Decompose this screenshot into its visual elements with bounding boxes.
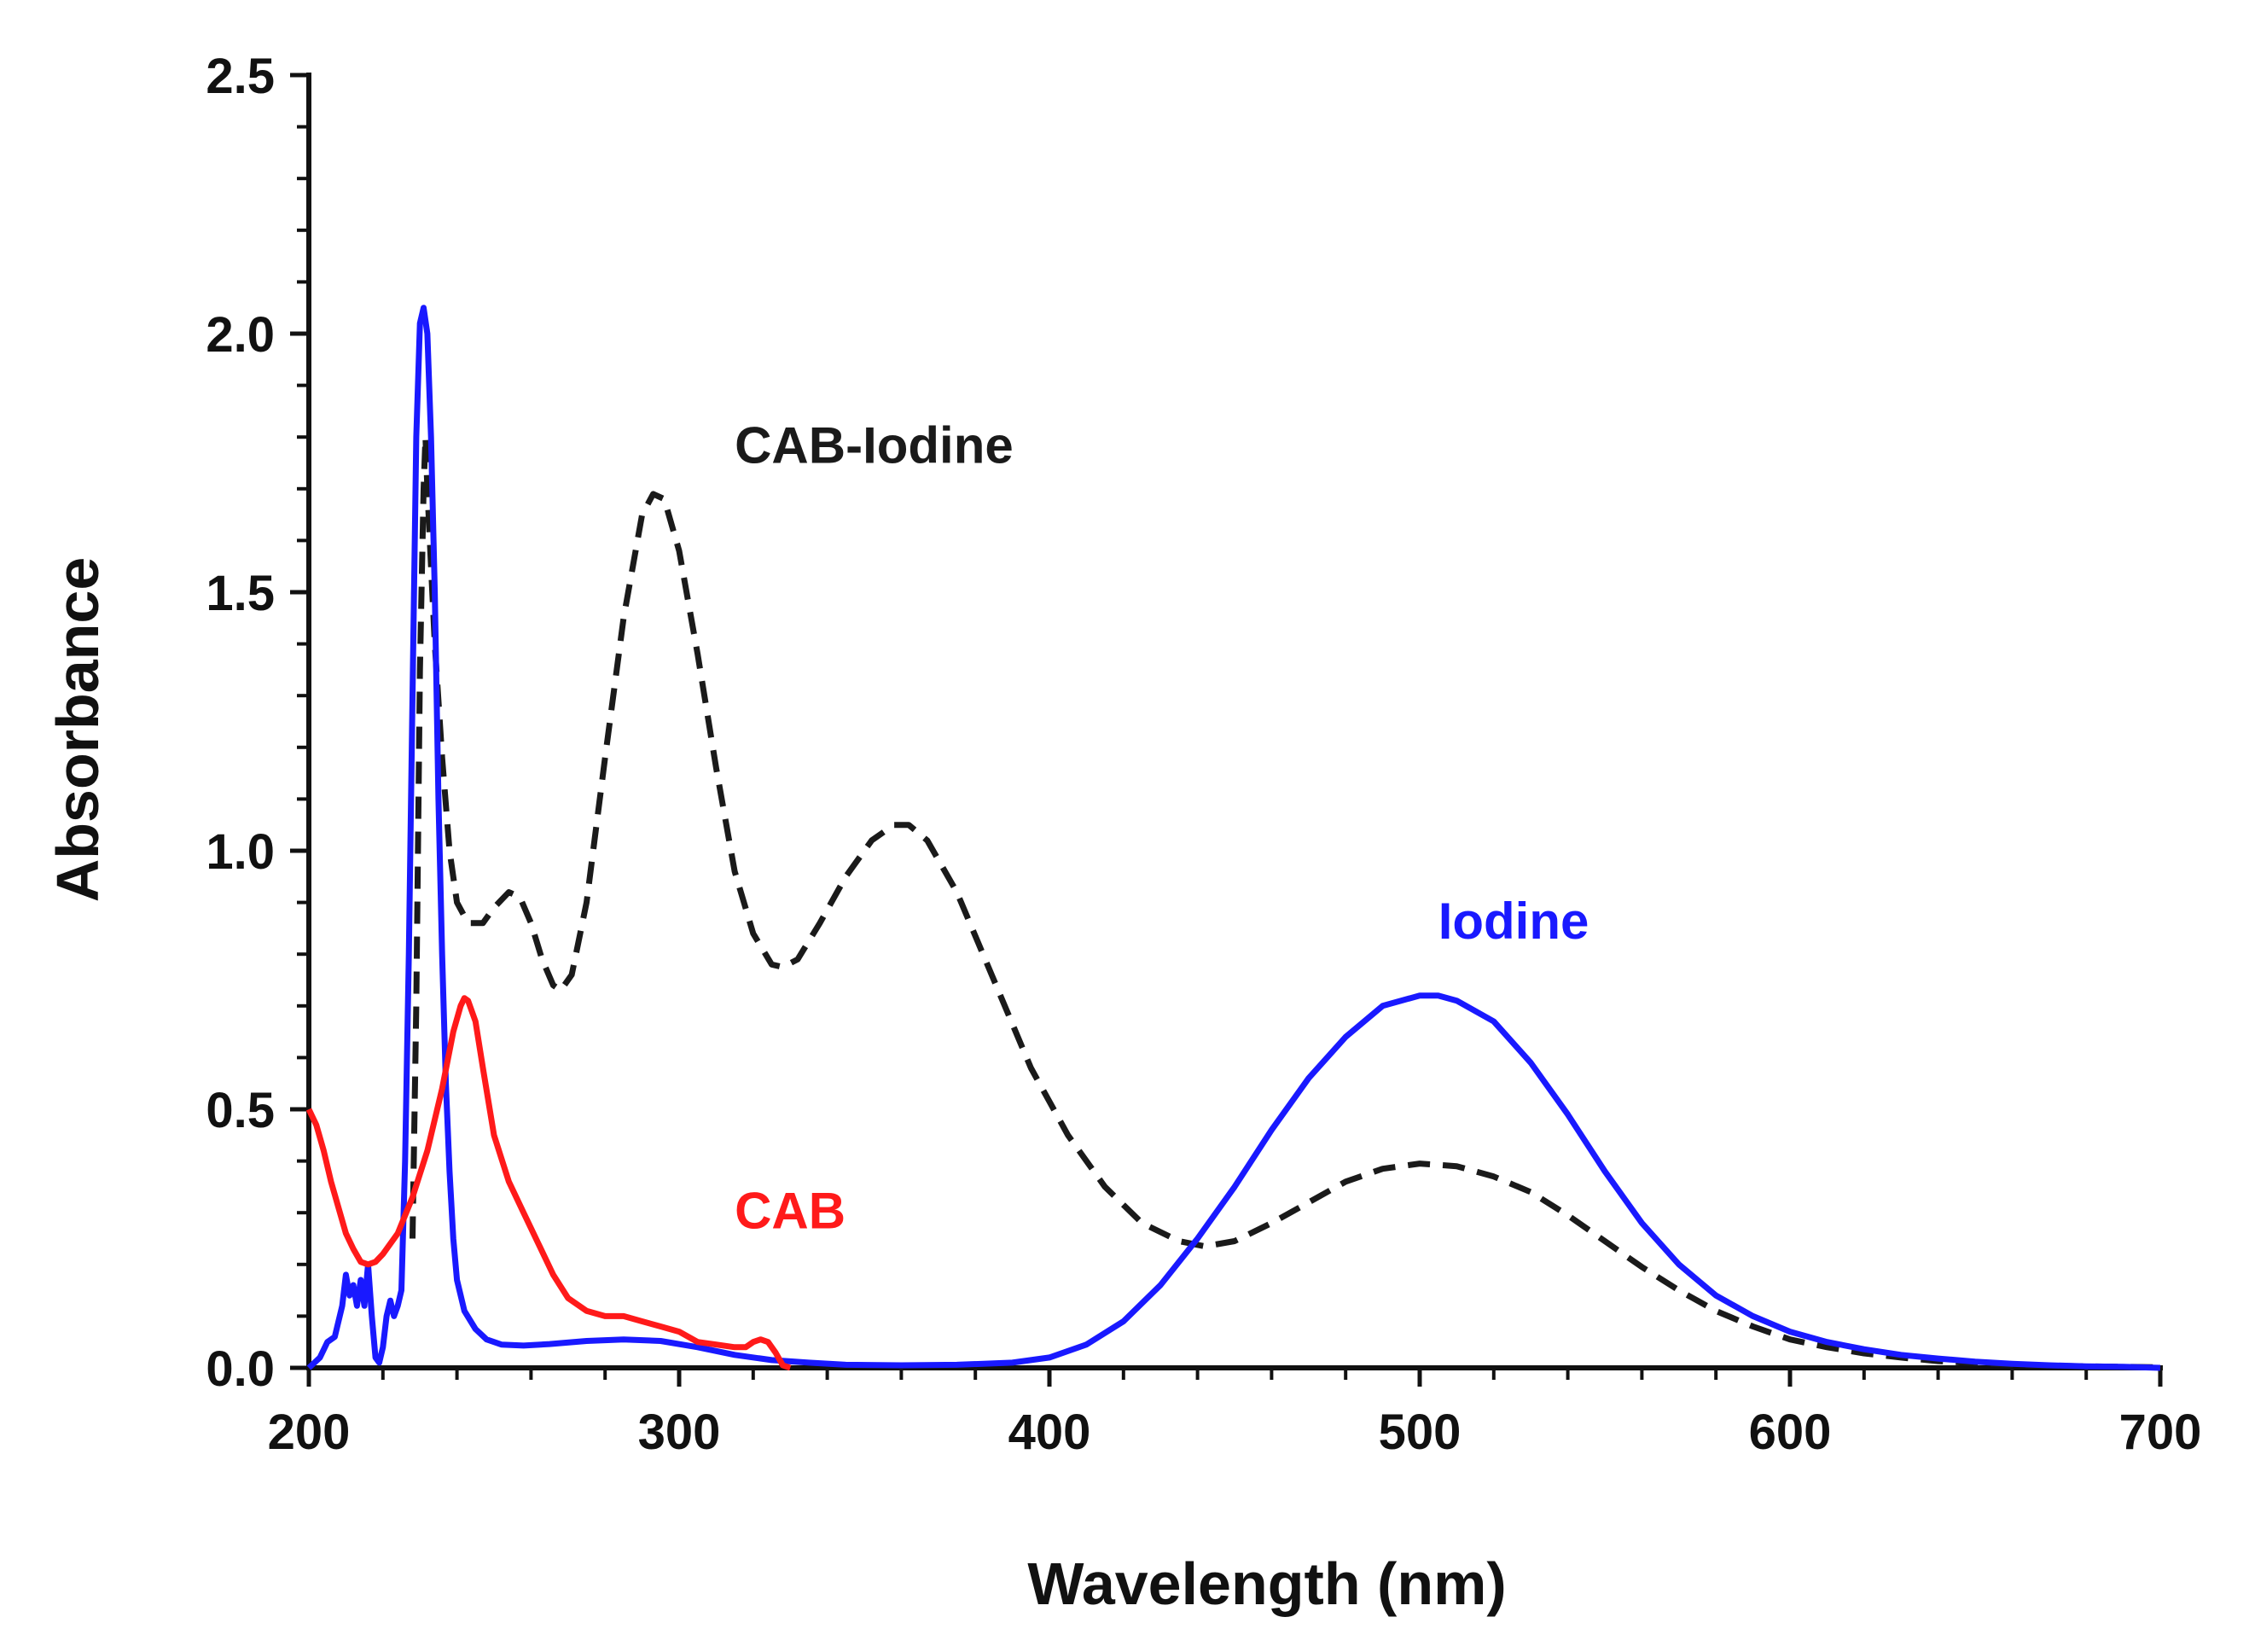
minor-ticks: [297, 125, 2089, 1380]
iodine-series-line: [306, 305, 2161, 1371]
x-tick-label: 200: [268, 1405, 351, 1460]
y-tick-label: 1.5: [206, 566, 275, 621]
cab-iodine-series-line: [410, 433, 2161, 1370]
x-tick-label: 700: [2119, 1405, 2202, 1460]
series-layer: [305, 305, 2161, 1371]
cab-iodine-series-label: CAB-Iodine: [735, 417, 1014, 474]
x-axis-title: Wavelength (nm): [1027, 1550, 1506, 1617]
y-tick-label: 0.5: [206, 1083, 275, 1138]
iodine-series-label: Iodine: [1438, 893, 1589, 950]
y-tick-label: 2.0: [206, 307, 275, 363]
x-tick-label: 400: [1008, 1405, 1091, 1460]
x-tick-label: 600: [1749, 1405, 1832, 1460]
cab-series-line: [305, 995, 792, 1371]
x-tick-labels: 200 300 400 500 600 700: [268, 1405, 2202, 1460]
y-axis-title: Absorbance: [44, 557, 111, 903]
cab-series-label: CAB: [735, 1182, 846, 1239]
major-ticks: [290, 73, 2163, 1387]
y-tick-label: 1.0: [206, 824, 275, 880]
y-tick-labels: 0.0 0.5 1.0 1.5 2.0 2.5: [206, 49, 275, 1397]
series-labels: CAB-Iodine Iodine CAB: [735, 417, 1589, 1240]
x-tick-label: 300: [638, 1405, 721, 1460]
y-tick-label: 0.0: [206, 1341, 275, 1397]
y-tick-label: 2.5: [206, 49, 275, 104]
x-tick-label: 500: [1379, 1405, 1462, 1460]
